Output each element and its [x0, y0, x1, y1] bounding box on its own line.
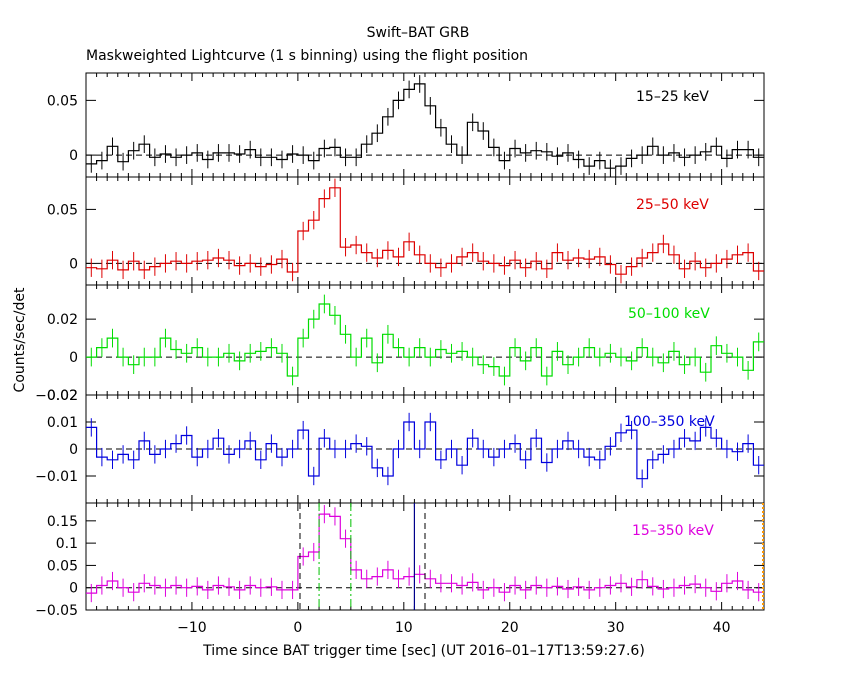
y-tick-label: 0.01: [47, 415, 78, 431]
panel-frame: [85, 176, 765, 286]
panels: 0 0.05 15–25 keV 0 0.05 25–50 keV −0.02 0 0.02 50…: [35, 72, 765, 636]
y-tick-label: 0: [69, 442, 78, 458]
y-tick-label: 0.02: [47, 388, 78, 404]
series-line: [86, 303, 764, 377]
y-tick-label: 0.15: [47, 514, 78, 530]
y-tick-label: 0: [69, 256, 78, 272]
y-axis-label: Counts/sec/det: [12, 287, 28, 392]
panel-2: −0.02 0 0.02 50–100 keV: [35, 284, 765, 404]
series-line: [86, 187, 764, 275]
panel-frame: [85, 284, 765, 396]
y-tick-label: −0.02: [35, 388, 78, 404]
y-tick-label: −0.01: [35, 469, 78, 485]
series-line: [86, 83, 764, 169]
panel-0: 0 0.05 15–25 keV: [47, 72, 765, 178]
band-label: 100–350 keV: [624, 414, 715, 430]
band-label: 15–350 keV: [632, 523, 714, 539]
x-tick-label: 0: [293, 620, 302, 636]
series-line: [86, 421, 764, 480]
x-tick-label: 30: [607, 620, 625, 636]
figure-title: Swift–BAT GRB: [367, 25, 470, 41]
band-label: 15–25 keV: [636, 89, 709, 105]
x-axis-label: Time since BAT trigger time [sec] (UT 20…: [202, 643, 645, 659]
band-label: 50–100 keV: [628, 306, 710, 322]
x-tick-label: 10: [395, 620, 413, 636]
x-tick-label: −10: [177, 620, 207, 636]
y-tick-label: 0.05: [47, 558, 78, 574]
x-tick-label: 20: [501, 620, 519, 636]
y-tick-label: 0.05: [47, 202, 78, 218]
x-tick-label: 40: [713, 620, 731, 636]
panel-1: 0 0.05 25–50 keV: [47, 176, 765, 286]
y-tick-label: 0.05: [47, 93, 78, 109]
y-tick-label: 0: [69, 148, 78, 164]
y-tick-label: 0: [69, 581, 78, 597]
y-tick-label: 0: [69, 350, 78, 366]
y-tick-label: 0.02: [47, 312, 78, 328]
y-tick-label: −0.05: [35, 603, 78, 619]
y-tick-label: 0.1: [56, 536, 78, 552]
band-label: 25–50 keV: [636, 197, 709, 213]
panel-4: −0.05 0 0.05 0.1 0.15 15–350 keV −10 0 10 20 30 40: [35, 502, 765, 636]
panel-3: −0.01 0 0.01 0.02 100–350 keV: [35, 388, 765, 504]
figure-subtitle: Maskweighted Lightcurve (1 s binning) us…: [86, 48, 528, 64]
